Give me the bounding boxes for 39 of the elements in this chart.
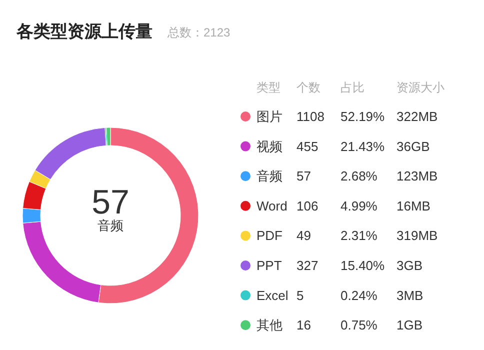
chart-title: 各类型资源上传量 bbox=[16, 22, 152, 41]
text: 占比 bbox=[340, 80, 364, 94]
text: 16MB bbox=[396, 198, 430, 214]
text: 0.75% bbox=[340, 318, 378, 333]
data-label: 327 bbox=[296, 258, 318, 273]
text: 123MB bbox=[396, 168, 438, 184]
text: 2.68% bbox=[340, 168, 378, 184]
data-label: 5 bbox=[296, 288, 304, 303]
text: 3GB bbox=[396, 258, 423, 273]
text: 音频 bbox=[98, 218, 124, 233]
legend-label: 视频 bbox=[256, 138, 282, 154]
text: 36GB bbox=[396, 138, 430, 154]
legend-label: Excel bbox=[256, 288, 288, 303]
data-label: 106 bbox=[296, 198, 318, 214]
text: 2.31% bbox=[340, 228, 378, 244]
text: 57 bbox=[296, 168, 311, 184]
chart-subtitle: 总数：2123 bbox=[166, 26, 231, 40]
text: 0.24% bbox=[340, 288, 378, 303]
text: 类型 bbox=[256, 80, 280, 94]
data-label: 455 bbox=[296, 138, 318, 154]
legend-label: Word bbox=[256, 198, 288, 214]
text: 322MB bbox=[396, 109, 438, 124]
text: 319MB bbox=[396, 228, 438, 244]
text: 15.40% bbox=[340, 258, 386, 273]
data-label: 1108 bbox=[296, 109, 324, 124]
legend-label: 其他 bbox=[256, 318, 282, 333]
data-label: 49 bbox=[296, 228, 311, 244]
legend-label: PDF bbox=[256, 228, 283, 244]
legend-label: PPT bbox=[256, 258, 282, 273]
text: 52.19% bbox=[340, 109, 386, 124]
legend-label: 音频 bbox=[256, 168, 282, 184]
legend-label: 图片 bbox=[256, 109, 282, 124]
text: 21.43% bbox=[340, 138, 386, 154]
data-label: 16 bbox=[296, 318, 311, 333]
text: 个数 bbox=[296, 80, 320, 94]
text: 3MB bbox=[396, 288, 424, 303]
text: 资源大小 bbox=[396, 80, 444, 94]
text: 4.99% bbox=[340, 198, 378, 214]
text: 1GB bbox=[396, 318, 423, 333]
